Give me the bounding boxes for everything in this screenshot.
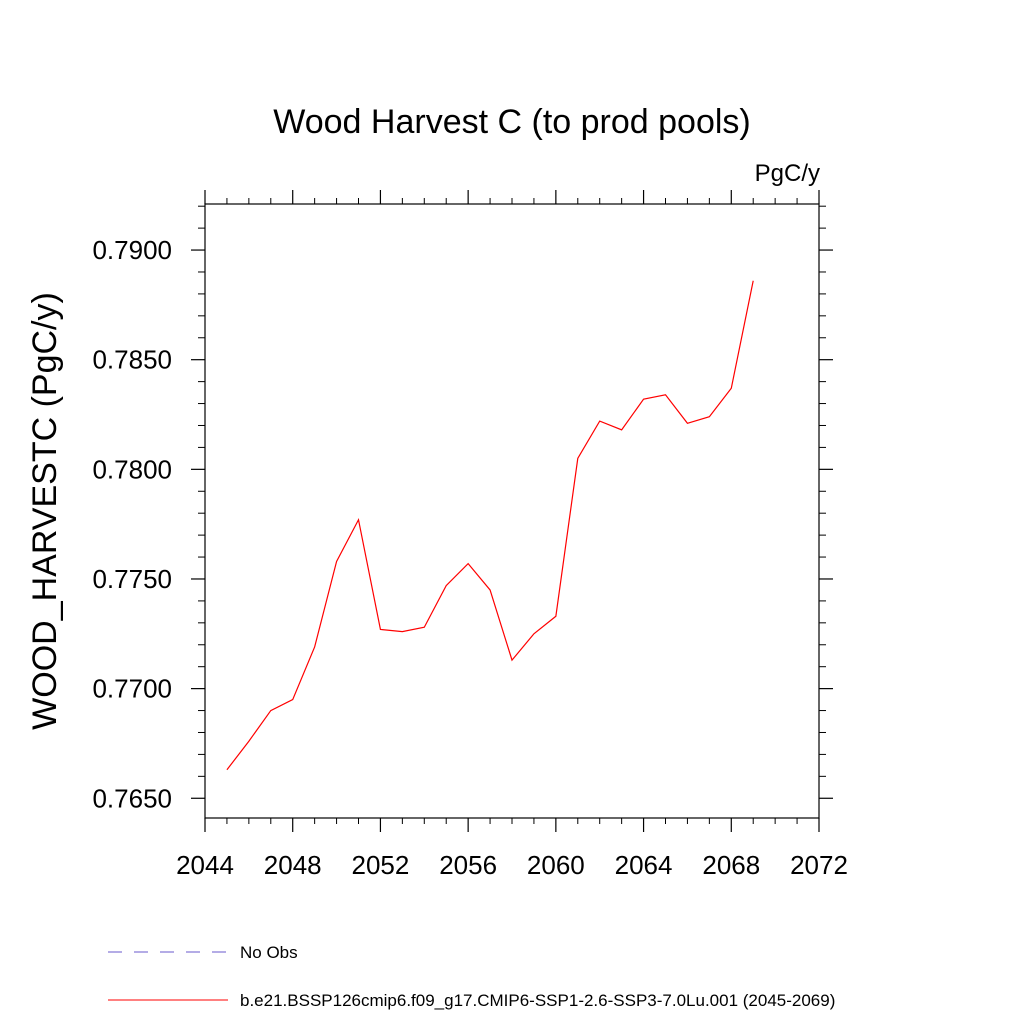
y-tick-label: 0.7800 [92,454,172,484]
y-tick-label: 0.7850 [92,345,172,375]
y-tick-label: 0.7750 [92,564,172,594]
x-tick-label: 2052 [352,850,410,880]
x-tick-label: 2064 [615,850,673,880]
x-tick-label: 2056 [439,850,497,880]
units-label: PgC/y [755,160,820,187]
x-tick-label: 2060 [527,850,585,880]
series-line [226,280,754,771]
legend-label: No Obs [240,943,298,962]
y-tick-label: 0.7900 [92,235,172,265]
y-tick-label: 0.7650 [92,783,172,813]
chart-title: Wood Harvest C (to prod pools) [273,103,750,141]
series-layer [226,280,754,771]
legend-label: b.e21.BSSP126cmip6.f09_g17.CMIP6-SSP1-2.… [240,991,835,1010]
y-tick-label: 0.7700 [92,674,172,704]
x-tick-label: 2068 [702,850,760,880]
y-axis-label: WOOD_HARVESTC (PgC/y) [26,292,64,730]
axis-ticks: 2044 2048 2052 2056 2060 2064 2068 2072 0.7650 0.… [92,190,848,880]
legend: No Obs b.e21.BSSP126cmip6.f09_g17.CMIP6-S… [108,943,835,1010]
x-tick-label: 2044 [176,850,234,880]
x-tick-label: 2048 [264,850,322,880]
x-tick-label: 2072 [790,850,848,880]
plot-frame [204,203,820,819]
